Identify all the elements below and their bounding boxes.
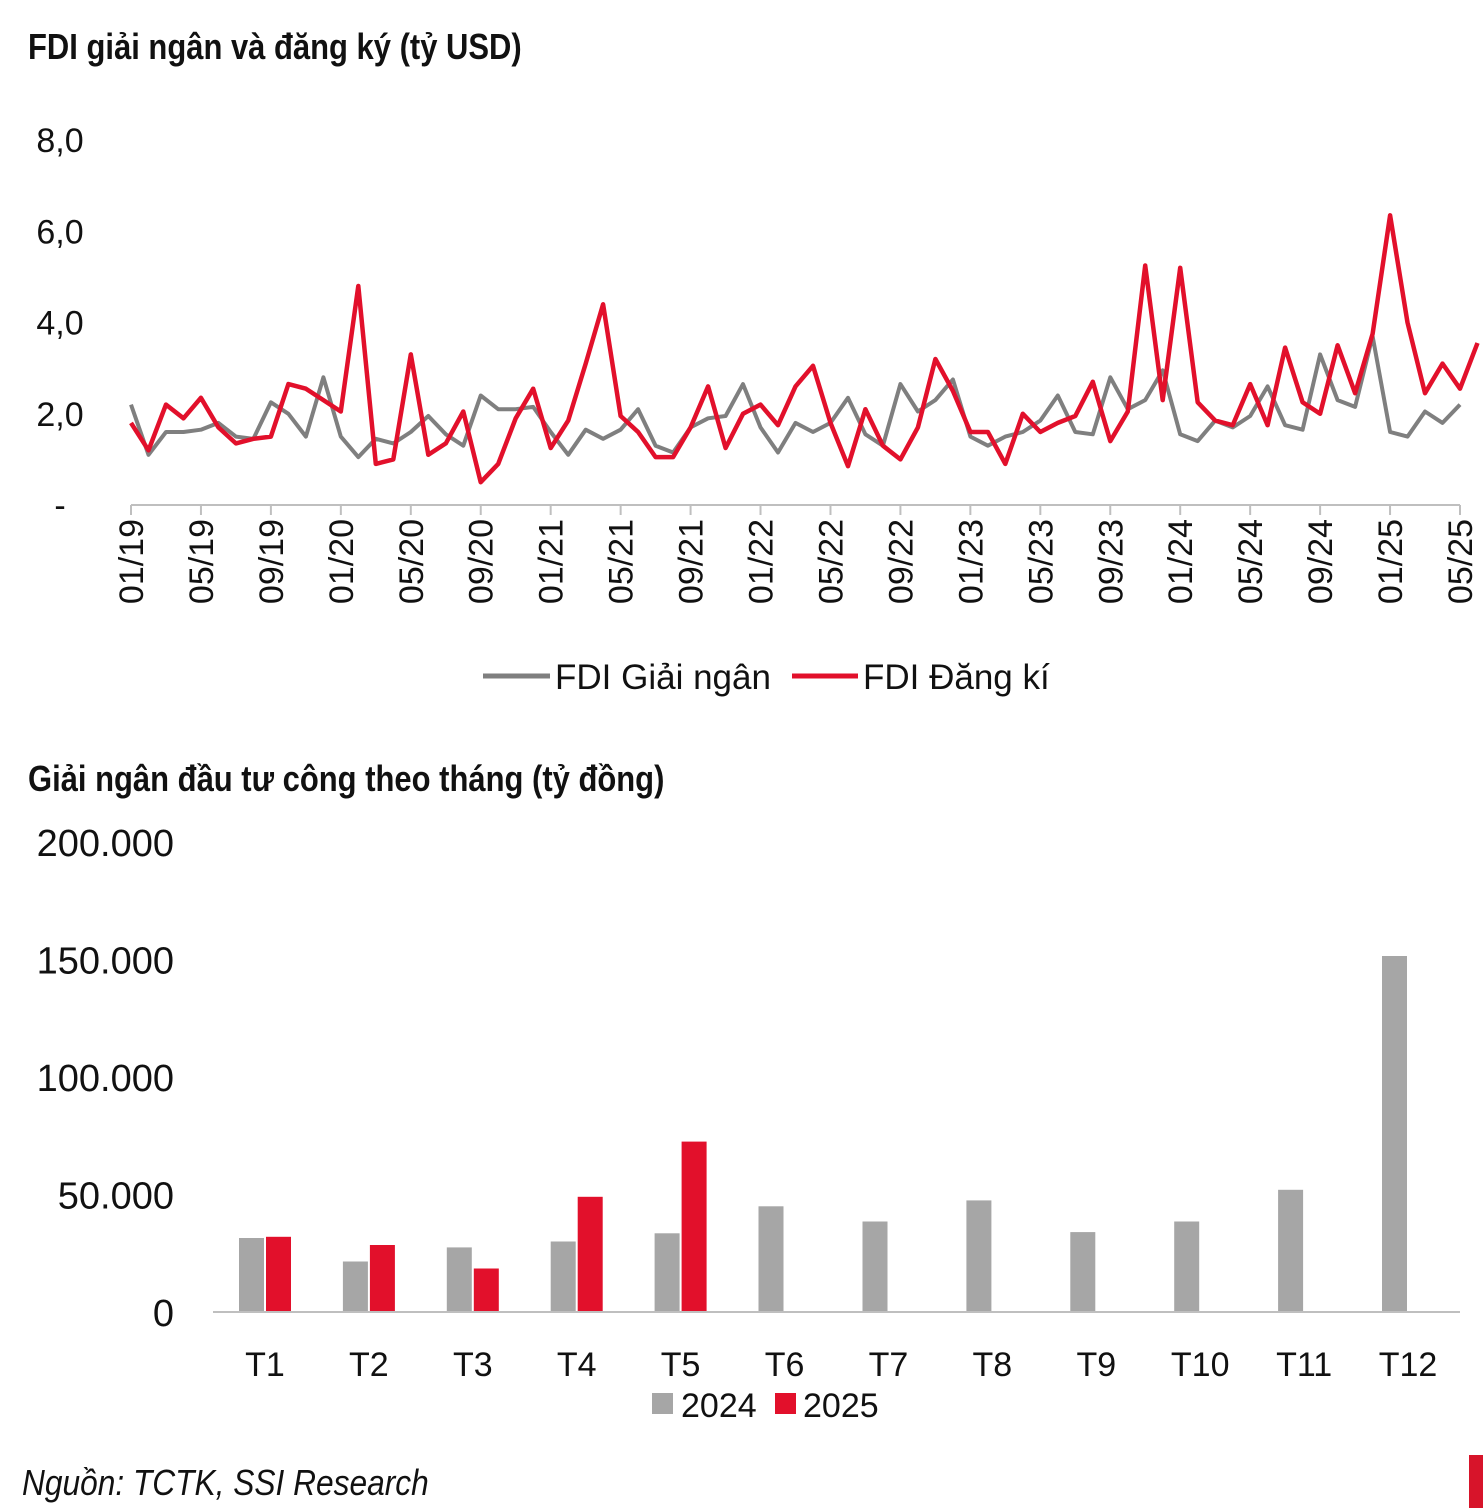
x-tick-label: 09/19 bbox=[253, 519, 291, 604]
bar-2024-T1 bbox=[239, 1238, 264, 1312]
x-tick-label: T7 bbox=[869, 1346, 909, 1384]
y-tick-label: 6,0 bbox=[36, 213, 83, 251]
x-tick-label: T1 bbox=[245, 1346, 285, 1384]
x-tick-label: 01/19 bbox=[113, 519, 151, 604]
bar-2024-T5 bbox=[654, 1233, 680, 1312]
bar-2024-T12 bbox=[1382, 956, 1407, 1312]
x-tick-label: T2 bbox=[349, 1346, 389, 1384]
bar-2025-T1 bbox=[266, 1236, 291, 1312]
x-tick-label: 05/19 bbox=[183, 519, 221, 604]
bar-2024-T11 bbox=[1278, 1189, 1304, 1312]
legend-label: 2025 bbox=[803, 1387, 879, 1425]
series-line-giai-ngan bbox=[129, 334, 1462, 460]
x-tick-label: T8 bbox=[973, 1346, 1013, 1384]
y-tick-label: - bbox=[54, 487, 65, 525]
bar-2024-T2 bbox=[342, 1261, 368, 1312]
chart-title-fdi: FDI giải ngân và đăng ký (tỷ USD) bbox=[28, 26, 522, 67]
y-tick-label: 100.000 bbox=[37, 1058, 174, 1100]
legend-swatch bbox=[775, 1393, 796, 1414]
y-tick-label: 200.000 bbox=[37, 823, 174, 865]
x-tick-label: 01/23 bbox=[952, 519, 990, 604]
x-tick-label: 05/25 bbox=[1442, 519, 1480, 604]
x-tick-label: 05/23 bbox=[1022, 519, 1060, 604]
legend-label: 2024 bbox=[681, 1387, 757, 1425]
x-tick-label: 05/22 bbox=[812, 519, 850, 604]
bar-2024-T10 bbox=[1174, 1221, 1200, 1312]
bar-2024-T7 bbox=[862, 1221, 888, 1312]
bar-2024-T3 bbox=[446, 1247, 472, 1312]
x-tick-label: 01/21 bbox=[533, 519, 571, 604]
series-line-dang-ki bbox=[129, 213, 1480, 485]
x-tick-label: 01/25 bbox=[1372, 519, 1410, 604]
x-tick-label: 01/22 bbox=[743, 519, 781, 604]
x-tick-label: 05/21 bbox=[603, 519, 641, 604]
legend-swatch bbox=[652, 1393, 673, 1414]
x-tick-label: T9 bbox=[1076, 1346, 1116, 1384]
bar-2025-T4 bbox=[577, 1196, 603, 1312]
bar-2024-T6 bbox=[758, 1206, 784, 1313]
x-tick-label: T5 bbox=[661, 1346, 701, 1384]
bar-2025-T2 bbox=[369, 1245, 395, 1312]
legend-label: FDI Giải ngân bbox=[555, 658, 771, 697]
bar-2024-T4 bbox=[550, 1241, 576, 1312]
x-tick-label: T11 bbox=[1276, 1346, 1332, 1384]
x-tick-label: T6 bbox=[765, 1346, 805, 1384]
fdi-line-chart: - 2,0 4,0 6,0 8,0 01/19 05/19 09/19 01/20 05/20 09… bbox=[36, 122, 1480, 697]
legend-label: FDI Đăng kí bbox=[863, 658, 1050, 697]
x-tick-label: 01/24 bbox=[1162, 519, 1200, 604]
y-tick-label: 150.000 bbox=[37, 941, 174, 983]
x-tick-label: T4 bbox=[557, 1346, 597, 1384]
bar-2024-T9 bbox=[1070, 1232, 1096, 1312]
y-tick-label: 0 bbox=[153, 1293, 174, 1335]
bar-2025-T5 bbox=[681, 1141, 707, 1312]
x-tick-label: 09/22 bbox=[882, 519, 920, 604]
x-tick-label: 09/24 bbox=[1302, 519, 1340, 604]
bar-2024-T8 bbox=[966, 1200, 992, 1312]
x-tick-label: 09/20 bbox=[463, 519, 501, 604]
bar-2025-T3 bbox=[473, 1268, 499, 1312]
source-note: Nguồn: TCTK, SSI Research bbox=[22, 1462, 429, 1503]
x-tick-label: 09/21 bbox=[673, 519, 711, 604]
chart-title-public-investment: Giải ngân đầu tư công theo tháng (tỷ đồn… bbox=[28, 758, 665, 799]
y-tick-label: 2,0 bbox=[36, 396, 83, 434]
x-tick-label: 05/24 bbox=[1232, 519, 1270, 604]
y-tick-label: 4,0 bbox=[36, 305, 83, 343]
y-tick-label: 8,0 bbox=[36, 122, 83, 160]
x-tick-label: 01/20 bbox=[323, 519, 361, 604]
corner-accent-mark bbox=[1469, 1455, 1483, 1508]
x-tick-label: T3 bbox=[453, 1346, 493, 1384]
y-tick-label: 50.000 bbox=[58, 1176, 174, 1218]
x-tick-label: T10 bbox=[1171, 1346, 1230, 1384]
public-investment-bar-chart: 0 50.000 100.000 150.000 200.000 T1 T2 T3 T4 T5 T6… bbox=[37, 823, 1460, 1425]
x-tick-label: 09/23 bbox=[1092, 519, 1130, 604]
x-tick-label: T12 bbox=[1379, 1346, 1438, 1384]
x-tick-label: 05/20 bbox=[393, 519, 431, 604]
